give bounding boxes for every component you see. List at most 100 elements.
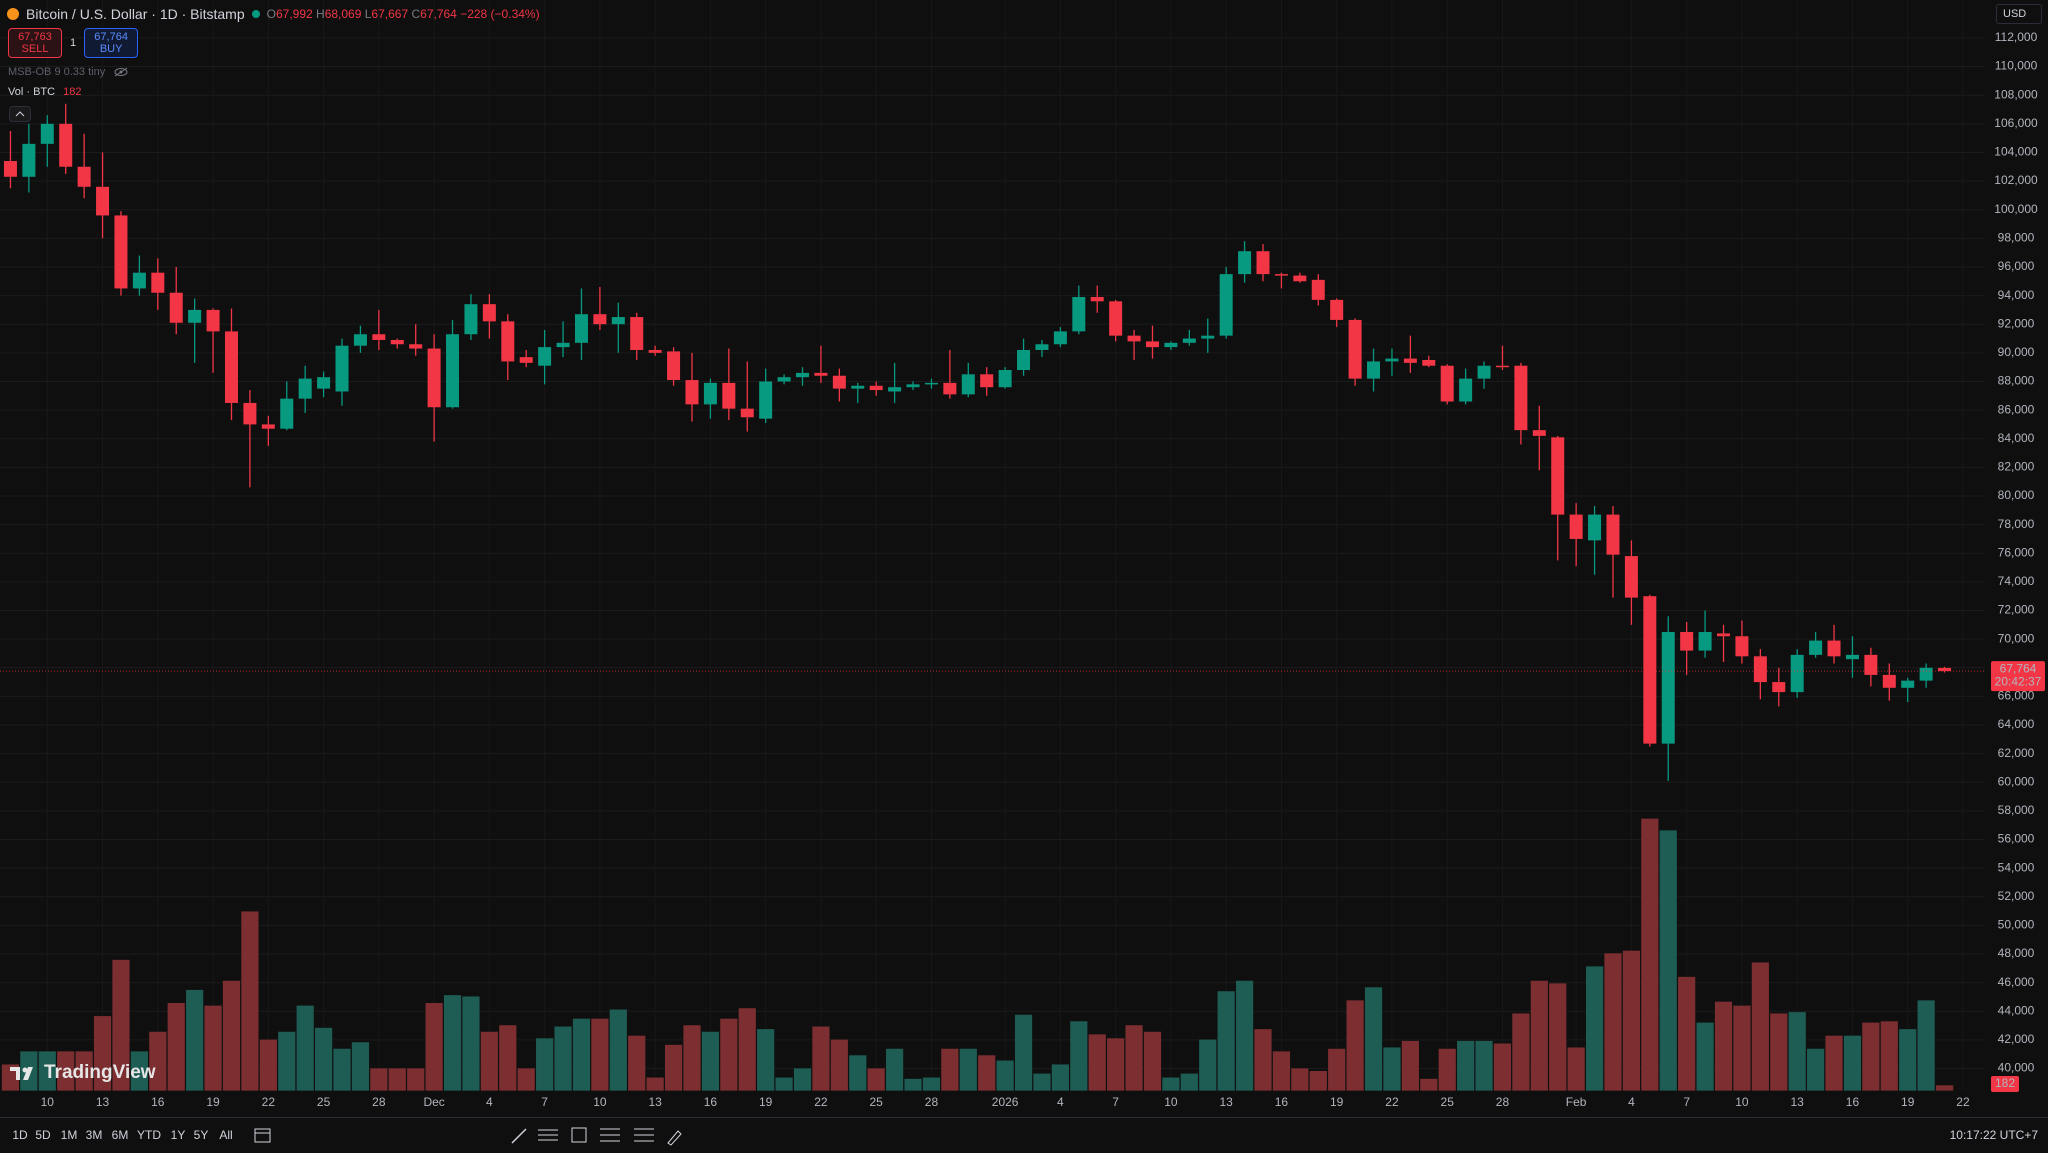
- candle-body: [372, 334, 386, 340]
- volume-bar: [204, 1005, 222, 1091]
- y-tick-label: 100,000: [1994, 202, 2038, 216]
- volume-bar: [793, 1068, 812, 1091]
- candle-body: [888, 387, 902, 392]
- indicator-name[interactable]: MSB-OB 9 0.33 tiny: [8, 66, 106, 78]
- candle-body: [59, 123, 73, 167]
- candle-body: [3, 161, 17, 177]
- volume-bar: [941, 1048, 959, 1091]
- timeframe-button[interactable]: 6M: [111, 1128, 129, 1142]
- candle-body: [96, 186, 110, 216]
- candle-body: [593, 314, 607, 325]
- candle-body: [317, 377, 331, 389]
- collapse-button[interactable]: [9, 106, 31, 122]
- volume-bar: [443, 995, 462, 1091]
- volume-bar: [1714, 1001, 1733, 1091]
- candle-body: [261, 424, 275, 429]
- volume-name[interactable]: Vol · BTC: [8, 86, 56, 98]
- volume-bar: [1217, 991, 1235, 1091]
- volume-bar: [314, 1027, 333, 1091]
- timeframe-button[interactable]: 5D: [35, 1128, 51, 1142]
- candle-body: [685, 380, 699, 405]
- y-tick-label: 44,000: [1998, 1003, 2035, 1017]
- y-tick-label: 88,000: [1998, 374, 2035, 388]
- volume-bar: [1143, 1031, 1162, 1091]
- candle-body: [1735, 636, 1749, 657]
- x-tick-label: 19: [206, 1095, 220, 1109]
- y-tick-label: 48,000: [1998, 946, 2035, 960]
- volume-bar: [904, 1078, 922, 1091]
- volume-bar: [278, 1031, 296, 1091]
- timeframe-button[interactable]: 3M: [85, 1128, 103, 1142]
- candle-body: [1403, 358, 1417, 363]
- symbol[interactable]: Bitcoin / U.S. Dollar · 1D · Bitstamp: [26, 6, 245, 22]
- candle-body: [298, 378, 312, 399]
- candle-body: [1698, 631, 1712, 651]
- x-tick-label: Dec: [423, 1095, 444, 1109]
- timeframe-button[interactable]: All: [219, 1128, 233, 1142]
- timeframe-button[interactable]: 1M: [60, 1128, 78, 1142]
- currency-selector[interactable]: USD: [1996, 4, 2042, 24]
- sell-button[interactable]: 67,763 SELL: [8, 28, 62, 58]
- candle-body: [1514, 365, 1528, 431]
- volume-legend: Vol · BTC 182: [8, 86, 81, 98]
- candle-body: [243, 402, 257, 425]
- x-tick-label: Feb: [1566, 1095, 1587, 1109]
- volume-bar: [978, 1055, 996, 1091]
- candle-body: [869, 385, 883, 391]
- volume-bar: [775, 1077, 793, 1091]
- candle-body: [1367, 361, 1381, 379]
- volume-bar: [130, 1051, 148, 1091]
- candle-body: [1090, 297, 1104, 302]
- candle-body: [611, 317, 625, 325]
- x-tick-label: 19: [1901, 1095, 1915, 1109]
- drawing-tools[interactable]: [482, 1123, 682, 1147]
- candle-body: [501, 321, 515, 362]
- timeframe-button[interactable]: YTD: [137, 1128, 161, 1142]
- candle-body: [1588, 514, 1602, 541]
- volume-bar: [462, 996, 480, 1091]
- candle-body: [188, 309, 202, 323]
- x-tick-label: 13: [1219, 1095, 1233, 1109]
- candle-body: [667, 351, 681, 381]
- x-tick-label: 19: [759, 1095, 773, 1109]
- y-tick-label: 106,000: [1994, 116, 2038, 130]
- candle-body: [1624, 556, 1638, 598]
- x-tick-label: 2026: [992, 1095, 1019, 1109]
- candle-body: [1643, 596, 1657, 744]
- eye-icon[interactable]: [113, 67, 129, 77]
- volume-bar: [1235, 980, 1254, 1091]
- buy-button[interactable]: 67,764 BUY: [84, 28, 139, 58]
- y-tick-label: 76,000: [1998, 545, 2035, 559]
- candle-body: [1440, 365, 1454, 402]
- order-qty[interactable]: 1: [70, 37, 77, 49]
- x-tick-label: 13: [648, 1095, 662, 1109]
- candle-body: [519, 357, 533, 363]
- volume-bar: [1457, 1040, 1475, 1091]
- candle-body: [832, 375, 846, 389]
- candle-body: [1919, 667, 1933, 681]
- y-tick-label: 70,000: [1998, 631, 2035, 645]
- volume-bar: [1843, 1035, 1862, 1091]
- indicator-legend: MSB-OB 9 0.33 tiny: [8, 66, 129, 78]
- date-range-icon[interactable]: [253, 1126, 273, 1144]
- candle-body: [1717, 633, 1731, 637]
- y-tick-label: 96,000: [1998, 259, 2035, 273]
- x-tick-label: 28: [1496, 1095, 1510, 1109]
- volume-bar: [1659, 830, 1677, 1091]
- candle-body: [906, 384, 920, 388]
- currency: USD: [2003, 8, 2027, 20]
- candle-body: [1532, 430, 1546, 436]
- timeframe-button[interactable]: 5Y: [193, 1128, 209, 1142]
- volume-bar: [683, 1025, 701, 1091]
- timeframe-button[interactable]: 1D: [12, 1128, 28, 1142]
- y-tick-label: 86,000: [1998, 402, 2035, 416]
- timeframe-button[interactable]: 1Y: [170, 1128, 186, 1142]
- volume-bar: [333, 1048, 351, 1091]
- header: Bitcoin / U.S. Dollar · 1D · Bitstamp O6…: [6, 4, 540, 24]
- x-tick-label: 13: [1791, 1095, 1805, 1109]
- volume-bar: [1862, 1022, 1880, 1091]
- y-tick-label: 46,000: [1998, 975, 2035, 989]
- x-tick-label: 28: [372, 1095, 386, 1109]
- volume-bar: [241, 911, 259, 1091]
- candle-body: [1680, 631, 1694, 651]
